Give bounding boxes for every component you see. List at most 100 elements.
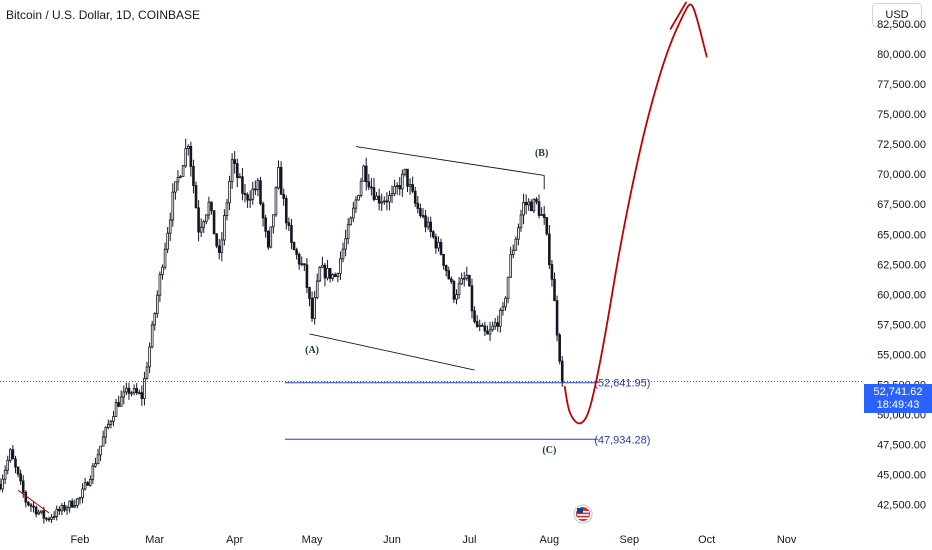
candle xyxy=(403,168,407,177)
candle xyxy=(99,445,102,462)
candle-body xyxy=(535,198,538,203)
candle xyxy=(272,214,275,234)
candle xyxy=(426,216,430,230)
candle xyxy=(104,426,108,444)
candle-body xyxy=(419,208,422,216)
candle-body xyxy=(274,187,278,216)
candle xyxy=(499,307,502,333)
candle xyxy=(39,510,43,515)
candle xyxy=(176,170,180,191)
candle-body xyxy=(50,516,53,520)
candle-body xyxy=(104,427,108,438)
candle-body xyxy=(220,239,224,253)
candle-body xyxy=(117,402,120,407)
candle xyxy=(349,216,353,226)
us-flag-event-icon[interactable] xyxy=(573,504,593,524)
candle-body xyxy=(88,478,92,486)
candle xyxy=(230,153,234,189)
candle xyxy=(535,197,538,205)
candle-body xyxy=(39,510,43,513)
candle-body xyxy=(158,274,162,296)
candle-body xyxy=(215,233,218,247)
candle xyxy=(398,177,402,196)
candle xyxy=(480,322,484,327)
candle-body xyxy=(517,227,520,240)
candle xyxy=(315,273,319,300)
candle-body xyxy=(326,267,329,279)
candle-body xyxy=(99,445,102,456)
time-tick-label: Oct xyxy=(698,534,715,546)
candle-body xyxy=(333,274,337,277)
candle-body xyxy=(186,145,190,149)
candle xyxy=(6,455,10,475)
candle-body xyxy=(58,508,61,512)
candle xyxy=(488,321,492,341)
currency-selector-button[interactable]: USD xyxy=(872,3,922,27)
candle xyxy=(370,178,373,196)
candle xyxy=(32,501,35,513)
candle-body xyxy=(223,215,226,241)
candle xyxy=(295,247,298,260)
candle-body xyxy=(310,298,314,319)
candle xyxy=(254,180,257,196)
candle-body xyxy=(207,201,211,216)
candle-body xyxy=(11,449,15,460)
candle-body xyxy=(372,187,376,200)
candle-body xyxy=(297,253,301,265)
candle xyxy=(194,181,198,209)
candle-body xyxy=(501,306,505,311)
candle-body xyxy=(395,185,399,187)
candle xyxy=(16,466,20,478)
candle-body xyxy=(241,176,244,194)
candle-body xyxy=(65,507,69,511)
candle-body xyxy=(161,266,164,276)
candle xyxy=(24,490,28,508)
candle xyxy=(220,231,224,262)
candle-body xyxy=(145,366,149,379)
candle xyxy=(73,499,77,509)
price-tick-label: 67,500.00 xyxy=(877,199,926,211)
candle-body xyxy=(248,198,252,201)
candle xyxy=(171,183,175,227)
candle-body xyxy=(256,180,260,190)
candle-body xyxy=(47,518,51,521)
candle xyxy=(486,325,489,335)
candle xyxy=(91,462,95,484)
candle xyxy=(137,389,141,395)
candle xyxy=(127,382,131,400)
candle-body xyxy=(558,334,561,362)
candle xyxy=(251,181,255,205)
candle xyxy=(287,217,291,231)
candle xyxy=(321,256,324,268)
candle xyxy=(163,242,167,270)
candle xyxy=(529,199,533,212)
candle xyxy=(421,208,425,219)
candle-body xyxy=(19,473,22,482)
candle-body xyxy=(406,168,409,187)
candle-body xyxy=(76,498,79,506)
candle xyxy=(457,276,461,299)
candle xyxy=(125,382,128,396)
candle-body xyxy=(462,277,466,280)
candle-body xyxy=(29,504,33,507)
candle-body xyxy=(259,180,262,205)
price-tick-label: 72,500.00 xyxy=(877,139,926,151)
candle-body xyxy=(318,266,322,282)
candle xyxy=(246,192,249,208)
candle-body xyxy=(413,190,417,204)
candle-body xyxy=(357,195,360,201)
candle-body xyxy=(91,465,95,480)
candle-body xyxy=(483,325,487,332)
candle-body xyxy=(94,463,97,467)
small-trendline xyxy=(17,489,50,514)
candle xyxy=(527,198,531,211)
candle xyxy=(210,201,213,215)
candle-body xyxy=(292,242,296,251)
candle-body xyxy=(496,322,500,327)
price-tick-label: 82,500.00 xyxy=(877,19,926,31)
candle xyxy=(388,190,391,211)
candle xyxy=(119,390,123,407)
candle xyxy=(532,198,536,214)
candle-body xyxy=(470,285,474,312)
